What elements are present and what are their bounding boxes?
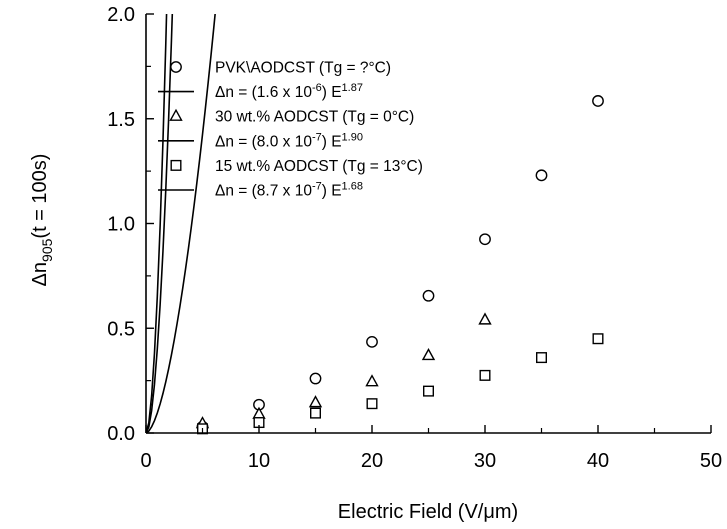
data-point-square-6 bbox=[536, 352, 548, 364]
data-point-triangle-4 bbox=[421, 348, 436, 361]
legend: PVK\AODCST (Tg = ?°C)Δn = (1.6 x 10-6) E… bbox=[158, 60, 423, 200]
data-point-circle-5 bbox=[479, 233, 491, 246]
data-point-square-5 bbox=[479, 369, 491, 381]
legend-marker-circle bbox=[170, 61, 182, 73]
x-tick-label: 40 bbox=[587, 450, 609, 472]
x-axis-title: Electric Field (V/μm) bbox=[338, 501, 518, 523]
legend-superscript: -6 bbox=[312, 82, 322, 94]
legend-item-0: PVK\AODCST (Tg = ?°C) bbox=[170, 60, 391, 77]
legend-text-part: ) E bbox=[322, 183, 342, 200]
legend-superscript: -7 bbox=[312, 181, 322, 193]
plot-area bbox=[146, 14, 604, 435]
legend-text-part: Δn = (1.6 x 10 bbox=[215, 84, 312, 101]
data-point-circle-7 bbox=[592, 95, 604, 107]
axes: 0 10 20 30 40 50 0.0 0.5 1.0 1.5 2.0 bbox=[107, 4, 722, 472]
x-tick-label: 30 bbox=[474, 450, 496, 472]
y-axis-title-subscript: 905 bbox=[39, 238, 55, 262]
y-tick-label: 2.0 bbox=[107, 4, 135, 26]
legend-item-2: 30 wt.% AODCST (Tg = 0°C) bbox=[169, 108, 414, 126]
y-tick-label: 0.5 bbox=[107, 318, 135, 340]
data-point-circle-4 bbox=[422, 289, 435, 302]
legend-label: PVK\AODCST (Tg = ?°C) bbox=[215, 60, 391, 77]
x-tick-label: 20 bbox=[361, 450, 383, 472]
legend-text-part: Δn = (8.7 x 10 bbox=[215, 183, 312, 200]
legend-item-1: Δn = (1.6 x 10-6) E1.87 bbox=[158, 82, 363, 101]
data-point-square-4 bbox=[423, 385, 435, 397]
y-axis-title: Δn905(t = 100s) bbox=[29, 154, 55, 287]
legend-label: Δn = (1.6 x 10-6) E1.87 bbox=[215, 82, 363, 101]
legend-item-4: 15 wt.% AODCST (Tg = 13°C) bbox=[170, 158, 423, 175]
data-point-triangle-2 bbox=[308, 395, 323, 408]
y-tick-label: 1.0 bbox=[107, 214, 135, 236]
legend-superscript: 1.68 bbox=[342, 181, 363, 193]
x-tick-label: 10 bbox=[248, 450, 270, 472]
legend-superscript: 1.90 bbox=[342, 131, 363, 143]
legend-text-part: ) E bbox=[322, 84, 342, 101]
data-point-square-2 bbox=[310, 407, 322, 419]
x-tick-label: 0 bbox=[140, 450, 151, 472]
data-point-circle-3 bbox=[366, 335, 378, 348]
y-axis-title-prefix: Δn bbox=[29, 262, 51, 286]
legend-marker-triangle bbox=[169, 108, 183, 121]
x-tick-label: 50 bbox=[700, 450, 722, 472]
y-tick-label: 0.0 bbox=[107, 423, 135, 445]
data-point-square-3 bbox=[366, 398, 378, 410]
legend-label: Δn = (8.7 x 10-7) E1.68 bbox=[215, 181, 363, 200]
legend-label: 15 wt.% AODCST (Tg = 13°C) bbox=[215, 158, 423, 175]
y-tick-label: 1.5 bbox=[107, 109, 135, 131]
legend-item-3: Δn = (8.0 x 10-7) E1.90 bbox=[158, 131, 363, 150]
data-point-circle-2 bbox=[309, 372, 322, 385]
data-point-triangle-3 bbox=[365, 374, 379, 387]
legend-item-5: Δn = (8.7 x 10-7) E1.68 bbox=[158, 181, 363, 200]
legend-marker-square bbox=[170, 159, 182, 171]
legend-text-part: Δn = (8.0 x 10 bbox=[215, 133, 312, 150]
data-point-triangle-5 bbox=[478, 312, 492, 325]
data-point-triangle-1 bbox=[252, 406, 266, 419]
legend-label: Δn = (8.0 x 10-7) E1.90 bbox=[215, 131, 363, 150]
data-point-circle-6 bbox=[535, 169, 548, 182]
legend-label: 30 wt.% AODCST (Tg = 0°C) bbox=[215, 109, 414, 126]
legend-superscript: 1.87 bbox=[342, 82, 363, 94]
legend-text-part: ) E bbox=[322, 133, 342, 150]
y-axis-title-suffix: (t = 100s) bbox=[29, 154, 51, 239]
legend-superscript: -7 bbox=[312, 131, 322, 143]
data-point-square-7 bbox=[592, 333, 604, 345]
